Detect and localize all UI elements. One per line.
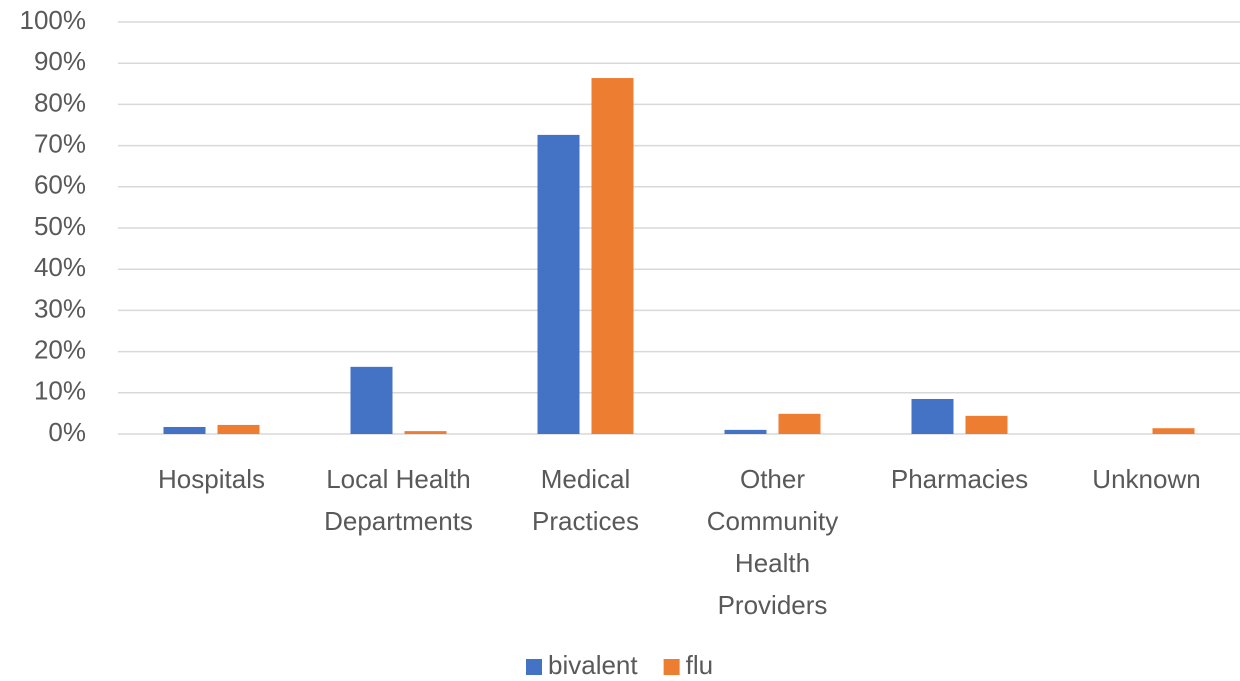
y-tick-label: 90% (34, 46, 86, 76)
y-tick-label: 40% (34, 252, 86, 282)
y-tick-label: 70% (34, 128, 86, 158)
x-tick-label: Medical Practices (532, 464, 639, 536)
y-tick-label: 20% (34, 334, 86, 364)
bar (1152, 428, 1195, 434)
x-tick-label: Hospitals (158, 464, 265, 494)
legend-label: bivalent (548, 650, 638, 680)
bar (778, 413, 821, 434)
bar (350, 366, 393, 434)
x-tick-label: Pharmacies (890, 464, 1029, 494)
y-tick-label: 100% (20, 5, 87, 35)
bar (911, 398, 954, 434)
bar (404, 431, 447, 434)
y-tick-label: 60% (34, 170, 86, 200)
bar (537, 134, 580, 434)
y-tick-label: 80% (34, 87, 86, 117)
y-tick-label: 50% (34, 211, 86, 241)
bar (163, 426, 206, 434)
legend-swatch (663, 659, 680, 675)
x-tick-label: Local Health Departments (324, 464, 473, 536)
bar (217, 424, 260, 434)
legend-label: flu (686, 650, 713, 680)
legend-swatch (526, 659, 542, 675)
bar (724, 429, 767, 434)
x-tick-label: Other Community Health Providers (706, 464, 839, 620)
y-tick-label: 30% (34, 293, 86, 323)
bar (591, 78, 634, 435)
y-tick-label: 10% (34, 376, 86, 406)
bar (965, 415, 1008, 434)
x-tick-label: Unknown (1092, 464, 1201, 494)
y-tick-label: 0% (48, 417, 86, 447)
